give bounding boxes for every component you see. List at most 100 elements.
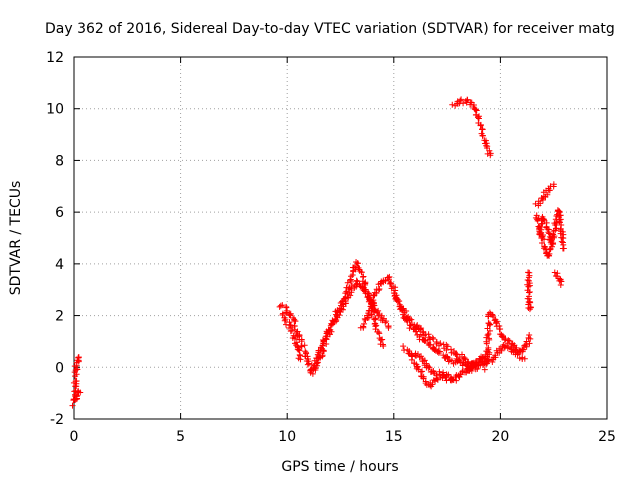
- data-point: [498, 331, 505, 338]
- data-point: [486, 327, 493, 334]
- data-point: [486, 335, 493, 342]
- data-point: [426, 341, 433, 348]
- data-point: [548, 241, 555, 248]
- data-point: [515, 350, 522, 357]
- data-point: [560, 245, 567, 252]
- data-point: [319, 342, 326, 349]
- data-point: [369, 311, 376, 318]
- data-point: [376, 285, 383, 292]
- data-point: [385, 324, 392, 331]
- data-point: [558, 278, 565, 285]
- data-point: [526, 288, 533, 295]
- y-tick-label: 10: [46, 102, 64, 118]
- data-point: [435, 342, 442, 349]
- data-point: [279, 302, 286, 309]
- data-point: [485, 344, 492, 351]
- x-tick-labels: 0 5 10 15 20 25: [70, 429, 616, 445]
- data-point: [521, 355, 528, 362]
- data-point: [425, 331, 432, 338]
- y-tick-labels: -2 0 2 4 6 8 10 12: [46, 50, 64, 428]
- data-point: [406, 325, 413, 332]
- data-point: [446, 356, 453, 363]
- data-point: [370, 315, 377, 322]
- data-point: [457, 97, 464, 104]
- data-point: [387, 279, 394, 286]
- grid-lines: [74, 57, 607, 419]
- data-point: [444, 343, 451, 350]
- data-point: [361, 320, 368, 327]
- data-point: [375, 287, 382, 294]
- data-point: [364, 314, 371, 321]
- data-point: [339, 306, 346, 313]
- chart-title: Day 362 of 2016, Sidereal Day-to-day VTE…: [45, 21, 615, 37]
- data-point: [485, 320, 492, 327]
- data-point: [519, 354, 526, 361]
- data-point: [353, 277, 360, 284]
- y-tick-label: 12: [46, 50, 64, 66]
- data-point: [403, 308, 410, 315]
- data-point: [536, 229, 543, 236]
- data-point: [538, 239, 545, 246]
- data-point: [484, 354, 491, 361]
- data-point: [370, 299, 377, 306]
- data-point: [340, 301, 347, 308]
- data-point: [536, 225, 543, 232]
- data-point: [508, 345, 515, 352]
- data-point: [469, 364, 476, 371]
- data-point: [443, 347, 450, 354]
- data-point: [361, 315, 368, 322]
- data-point: [386, 280, 393, 287]
- data-point: [453, 377, 460, 384]
- data-point: [557, 281, 564, 288]
- data-point: [421, 337, 428, 344]
- data-point: [514, 351, 521, 358]
- data-point: [472, 106, 479, 113]
- data-point: [558, 238, 565, 245]
- y-tick-label: 4: [55, 257, 64, 273]
- data-point: [418, 325, 425, 332]
- data-point: [526, 340, 533, 347]
- data-point: [526, 306, 533, 313]
- x-tick-label: 5: [176, 429, 185, 445]
- data-point: [559, 228, 566, 235]
- data-point: [481, 358, 488, 365]
- data-point: [526, 332, 533, 339]
- data-point: [385, 276, 392, 283]
- data-point: [436, 348, 443, 355]
- data-point: [525, 334, 532, 341]
- data-point: [459, 368, 466, 375]
- data-point: [283, 309, 290, 316]
- data-point: [556, 219, 563, 226]
- data-point: [464, 97, 471, 104]
- data-point: [336, 305, 343, 312]
- data-point: [468, 99, 475, 106]
- data-point: [544, 191, 551, 198]
- data-point: [358, 269, 365, 276]
- data-point: [481, 366, 488, 373]
- data-point: [362, 280, 369, 287]
- data-point: [548, 243, 555, 250]
- data-point: [447, 376, 454, 383]
- data-point: [298, 336, 305, 343]
- data-point: [468, 367, 475, 374]
- data-point: [380, 343, 387, 350]
- data-point: [439, 371, 446, 378]
- data-point: [420, 375, 427, 382]
- data-point: [373, 322, 380, 329]
- data-point: [492, 316, 499, 323]
- data-point: [494, 349, 501, 356]
- data-point: [319, 336, 326, 343]
- data-point: [341, 295, 348, 302]
- data-point: [523, 343, 530, 350]
- data-point: [362, 290, 369, 297]
- data-point: [437, 340, 444, 347]
- data-point: [365, 307, 372, 314]
- data-point: [425, 364, 432, 371]
- data-point: [372, 307, 379, 314]
- data-point: [557, 212, 564, 219]
- data-point: [455, 357, 462, 364]
- data-point: [393, 297, 400, 304]
- y-tick-label: -2: [50, 412, 64, 428]
- data-point: [479, 132, 486, 139]
